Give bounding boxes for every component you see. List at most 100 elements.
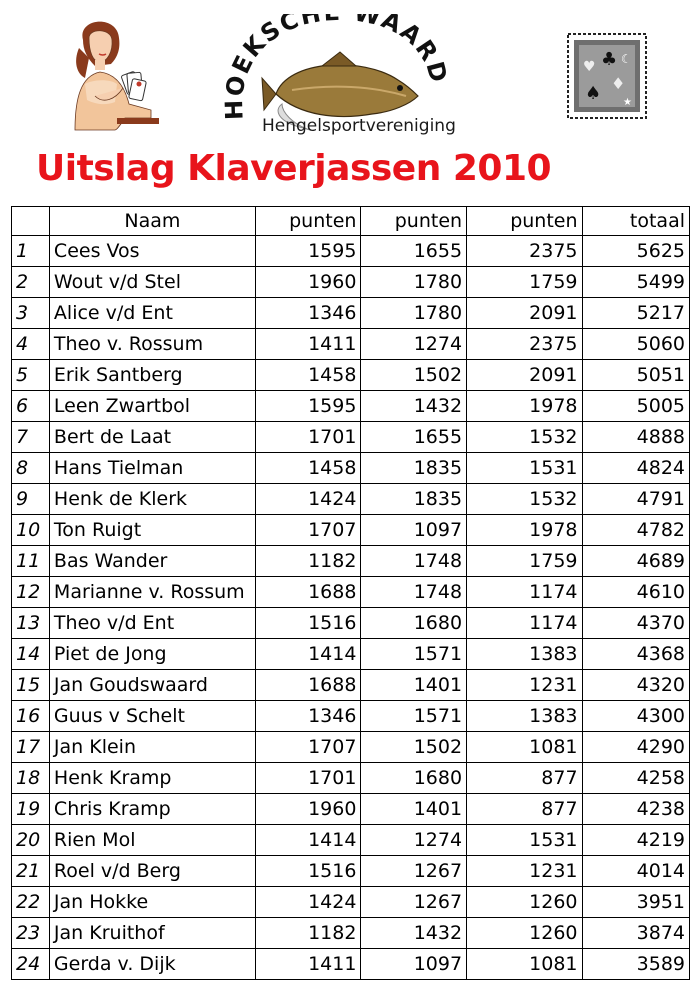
player-name-cell: Jan Klein: [48, 731, 256, 763]
total-points-cell: 4238: [581, 793, 690, 825]
round3-points-header: punten: [466, 206, 583, 236]
svg-text:☾: ☾: [621, 52, 632, 66]
total-points-cell: 5005: [581, 390, 690, 422]
round3-points-cell: 1531: [466, 824, 583, 856]
round3-points-cell: 2091: [466, 359, 583, 391]
total-points-cell: 4610: [581, 576, 690, 608]
svg-text:★: ★: [623, 97, 632, 108]
round2-points-cell: 1432: [360, 917, 468, 949]
round3-points-cell: 1081: [466, 731, 583, 763]
svg-text:♠: ♠: [585, 83, 601, 104]
round2-points-cell: 1432: [360, 390, 468, 422]
rank-cell: 15: [11, 669, 50, 701]
total-points-cell: 3589: [581, 948, 690, 980]
total-points-cell: 4370: [581, 607, 690, 639]
rank-cell: 13: [11, 607, 50, 639]
player-name-cell: Marianne v. Rossum: [48, 576, 256, 608]
round2-points-cell: 1780: [360, 266, 468, 298]
round2-points-cell: 1680: [360, 762, 468, 794]
player-name-cell: Gerda v. Dijk: [48, 948, 256, 980]
rank-column-header: [11, 206, 50, 236]
round1-points-cell: 1411: [254, 948, 362, 980]
rank-cell: 22: [11, 886, 50, 918]
total-points-cell: 4300: [581, 700, 690, 732]
player-name-cell: Hans Tielman: [48, 452, 256, 484]
round2-points-cell: 1401: [360, 793, 468, 825]
table-row: 2 Wout v/d Stel 1960 1780 1759 5499: [11, 266, 690, 298]
table-row: 9 Henk de Klerk 1424 1835 1532 4791: [11, 483, 690, 515]
card-player-woman-illustration: [74, 21, 159, 131]
round1-points-cell: 1688: [254, 576, 362, 608]
round3-points-cell: 877: [466, 762, 583, 794]
round1-points-cell: 1346: [254, 297, 362, 329]
round1-points-cell: 1414: [254, 824, 362, 856]
round3-points-cell: 2375: [466, 235, 583, 267]
total-points-cell: 4014: [581, 855, 690, 887]
page-title: Uitslag Klaverjassen 2010: [36, 148, 552, 189]
table-row: 8 Hans Tielman 1458 1835 1531 4824: [11, 452, 690, 484]
round3-points-cell: 1174: [466, 576, 583, 608]
round3-points-cell: 1231: [466, 669, 583, 701]
round1-points-cell: 1595: [254, 390, 362, 422]
name-column-header: Naam: [48, 206, 256, 236]
round1-points-cell: 1516: [254, 607, 362, 639]
rank-cell: 5: [11, 359, 50, 391]
table-row: 12 Marianne v. Rossum 1688 1748 1174 4610: [11, 576, 690, 608]
round2-points-cell: 1571: [360, 700, 468, 732]
total-points-cell: 4320: [581, 669, 690, 701]
table-row: 23 Jan Kruithof 1182 1432 1260 3874: [11, 917, 690, 949]
round2-points-cell: 1680: [360, 607, 468, 639]
table-row: 22 Jan Hokke 1424 1267 1260 3951: [11, 886, 690, 918]
round2-points-cell: 1502: [360, 359, 468, 391]
total-points-cell: 4824: [581, 452, 690, 484]
total-points-cell: 3951: [581, 886, 690, 918]
page-header: HOEKSCHE WAARD Hengelsportvereniging ♣ ♥…: [0, 0, 690, 200]
round3-points-cell: 2091: [466, 297, 583, 329]
total-points-cell: 5625: [581, 235, 690, 267]
round1-points-cell: 1707: [254, 731, 362, 763]
rank-cell: 8: [11, 452, 50, 484]
round3-points-cell: 1759: [466, 545, 583, 577]
round2-points-cell: 1502: [360, 731, 468, 763]
round1-points-cell: 1701: [254, 762, 362, 794]
card-suits-stamp-icon: ♣ ♥ ♦ ♠ ☾ ★: [567, 33, 647, 119]
round2-points-cell: 1097: [360, 948, 468, 980]
round2-points-cell: 1655: [360, 421, 468, 453]
table-row: 7 Bert de Laat 1701 1655 1532 4888: [11, 421, 690, 453]
rank-cell: 18: [11, 762, 50, 794]
total-points-cell: 4368: [581, 638, 690, 670]
logo-subtitle: Hengelsportvereniging: [262, 116, 456, 136]
round2-points-cell: 1267: [360, 855, 468, 887]
total-points-cell: 5217: [581, 297, 690, 329]
round3-points-cell: 1759: [466, 266, 583, 298]
player-name-cell: Jan Hokke: [48, 886, 256, 918]
rank-cell: 2: [11, 266, 50, 298]
club-logo: HOEKSCHE WAARD: [222, 14, 451, 131]
total-points-cell: 4791: [581, 483, 690, 515]
round1-points-cell: 1688: [254, 669, 362, 701]
player-name-cell: Jan Kruithof: [48, 917, 256, 949]
player-name-cell: Bas Wander: [48, 545, 256, 577]
rank-cell: 23: [11, 917, 50, 949]
rank-cell: 9: [11, 483, 50, 515]
table-header-row: Naam punten punten punten totaal: [11, 206, 690, 236]
rank-cell: 19: [11, 793, 50, 825]
round2-points-cell: 1835: [360, 452, 468, 484]
total-points-cell: 4219: [581, 824, 690, 856]
round1-points-cell: 1516: [254, 855, 362, 887]
player-name-cell: Alice v/d Ent: [48, 297, 256, 329]
total-points-cell: 4290: [581, 731, 690, 763]
rank-cell: 6: [11, 390, 50, 422]
round1-points-cell: 1424: [254, 886, 362, 918]
round1-points-cell: 1182: [254, 545, 362, 577]
table-row: 19 Chris Kramp 1960 1401 877 4238: [11, 793, 690, 825]
table-row: 10 Ton Ruigt 1707 1097 1978 4782: [11, 514, 690, 546]
table-row: 3 Alice v/d Ent 1346 1780 2091 5217: [11, 297, 690, 329]
table-row: 5 Erik Santberg 1458 1502 2091 5051: [11, 359, 690, 391]
player-name-cell: Ton Ruigt: [48, 514, 256, 546]
player-name-cell: Theo v/d Ent: [48, 607, 256, 639]
round3-points-cell: 1532: [466, 483, 583, 515]
total-points-cell: 4258: [581, 762, 690, 794]
round3-points-cell: 1174: [466, 607, 583, 639]
round1-points-cell: 1414: [254, 638, 362, 670]
